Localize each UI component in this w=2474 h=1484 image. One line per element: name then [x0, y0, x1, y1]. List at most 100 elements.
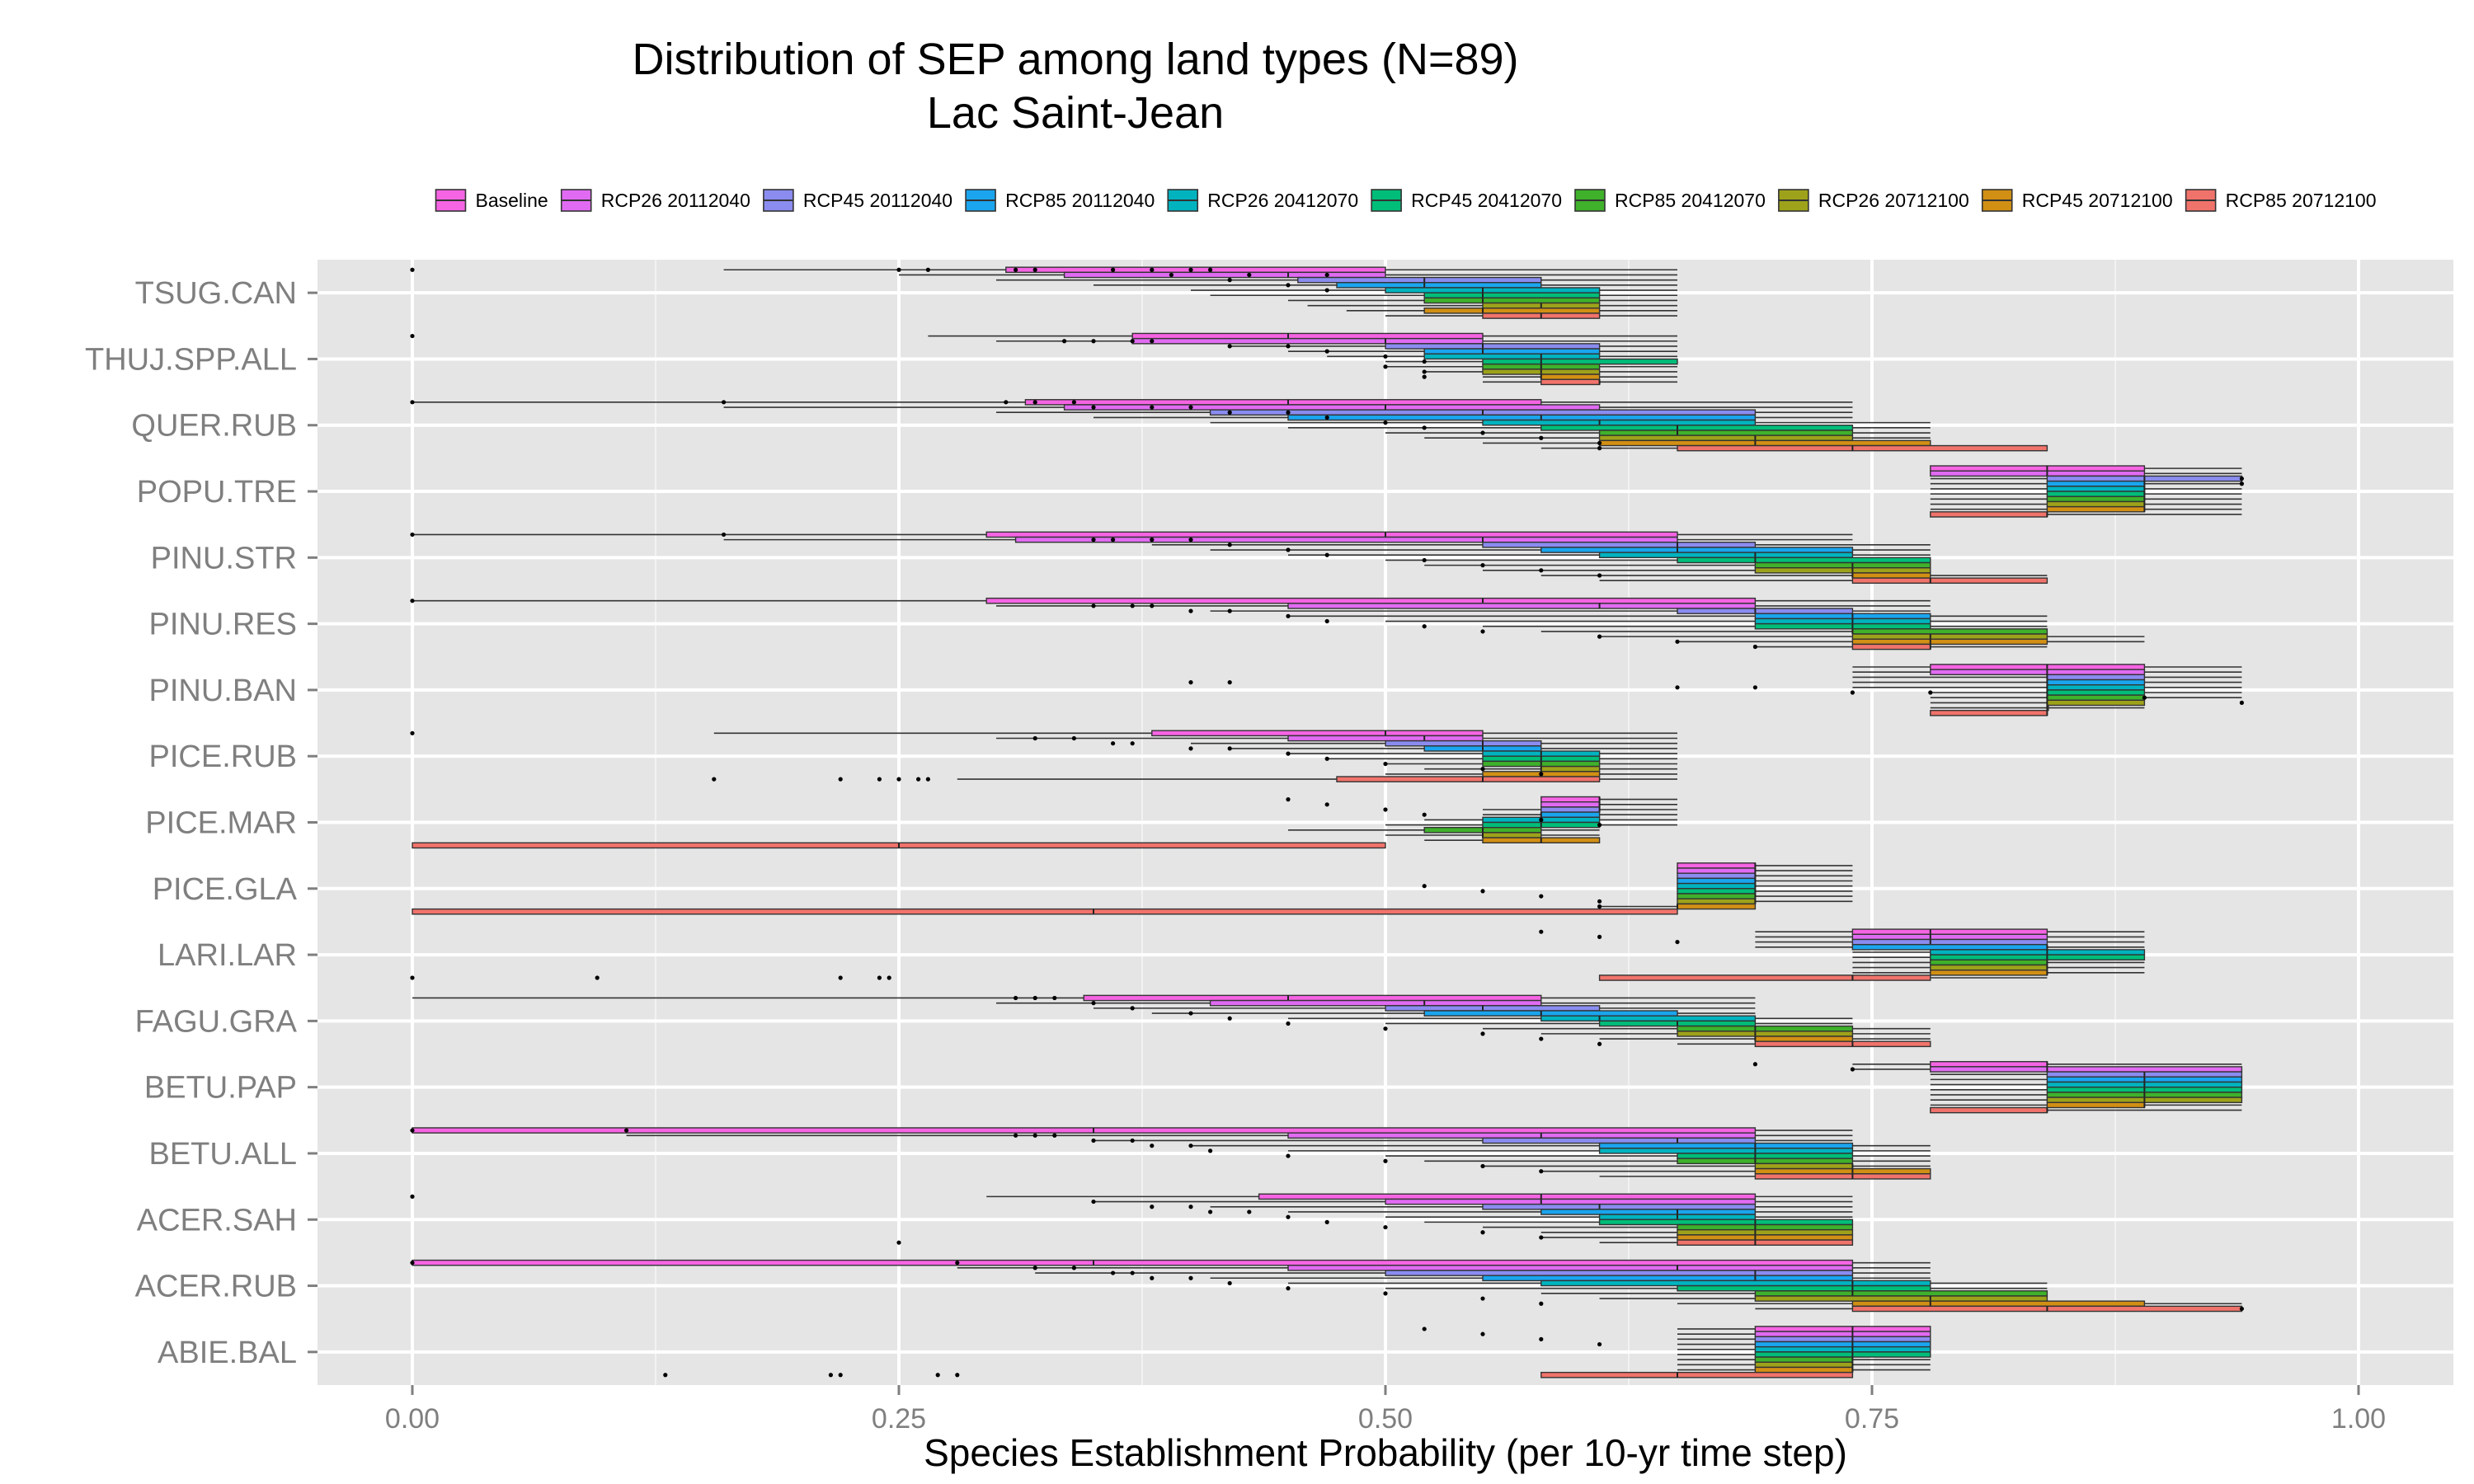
outlier-point	[1539, 568, 1544, 573]
category-group-pice-rub	[410, 730, 1677, 782]
outlier-point	[1071, 400, 1076, 405]
x-tick-label: 0.50	[1358, 1403, 1413, 1435]
outlier-point	[1062, 339, 1067, 344]
box-rcp26-20712100	[1482, 832, 1542, 838]
outlier-point	[1111, 538, 1116, 542]
category-group-pinu-ban	[1188, 664, 2244, 716]
box-baseline	[412, 1127, 1757, 1134]
box-rcp85-20712100	[1540, 1371, 1854, 1378]
box-rcp26-20112040	[1385, 1198, 1757, 1205]
category-group-pinu-res	[410, 597, 2145, 650]
box-rcp45-20112040	[1385, 343, 1601, 350]
y-tick-label: ACER.RUB	[135, 1270, 297, 1304]
outlier-point	[1286, 1153, 1291, 1158]
box-rcp26-20112040	[1851, 933, 2048, 941]
x-tick-label: 0.25	[872, 1403, 926, 1435]
outlier-point	[722, 400, 727, 405]
box-rcp85-20412070	[2046, 495, 2146, 503]
outlier-point	[1539, 1336, 1544, 1341]
outlier-point	[1014, 267, 1018, 272]
outlier-point	[1150, 405, 1155, 410]
legend-label: RCP45 20412070	[1411, 190, 1562, 211]
box-rcp26-20412070	[1385, 287, 1601, 294]
y-tick-label: POPU.TRE	[137, 475, 297, 510]
box-rcp26-20112040	[1287, 1132, 1757, 1139]
outlier-point	[1324, 552, 1329, 557]
outlier-point	[1752, 644, 1757, 650]
box-baseline	[985, 597, 1757, 604]
outlier-point	[1091, 339, 1096, 344]
outlier-point	[1071, 735, 1076, 741]
outlier-point	[1286, 344, 1291, 349]
chart-title: Distribution of SEP among land types (N=…	[632, 35, 1518, 84]
legend: Baseline RCP26 20112040 RCP45 20112040 RCP8…	[435, 189, 2377, 212]
y-tick-label: LARI.LAR	[158, 938, 297, 973]
x-axis-title: Species Establishment Probability (per 1…	[924, 1431, 1847, 1474]
box-rcp26-20712100	[2046, 500, 2146, 508]
outlier-point	[1850, 690, 1855, 695]
chart-marks	[410, 266, 2244, 1378]
box-rcp26-20712100	[1930, 964, 2048, 971]
box-baseline	[1083, 994, 1542, 1002]
outlier-point	[410, 333, 415, 339]
outlier-point	[1422, 425, 1427, 430]
box-rcp45-20712100	[1754, 1366, 1854, 1374]
box-rcp45-20412070	[1754, 622, 1931, 630]
box-rcp45-20412070	[1482, 358, 1678, 365]
box-rcp26-20712100	[1754, 1162, 1854, 1170]
box-rcp45-20112040	[1482, 1137, 1757, 1144]
box-rcp85-20712100	[1540, 378, 1601, 386]
x-tick-label: 1.00	[2331, 1403, 2386, 1435]
category-group-pinu-str	[410, 531, 2048, 585]
outlier-point	[1539, 772, 1544, 777]
outlier-point	[1286, 751, 1291, 756]
box-rcp45-20412070	[1677, 1284, 1931, 1292]
outlier-point	[1091, 538, 1096, 542]
outlier-point	[1752, 1062, 1757, 1067]
box-baseline	[412, 1259, 1854, 1266]
box-rcp85-20712100	[1336, 776, 1601, 782]
outlier-point	[955, 1373, 960, 1378]
x-axis: 0.00 0.25 0.50 0.75 1.00	[385, 1385, 2386, 1435]
y-tick-label: THUJ.SPP.ALL	[85, 342, 297, 377]
outlier-point	[1130, 339, 1135, 344]
outlier-point	[1286, 613, 1291, 618]
box-rcp45-20112040	[1754, 1336, 1931, 1343]
box-rcp85-20112040	[1540, 811, 1601, 818]
category-group-lari-lar	[410, 928, 2146, 981]
outlier-point	[2239, 1306, 2244, 1312]
legend-item-rcp45-20412070: RCP45 20412070	[1371, 189, 1562, 212]
box-rcp85-20712100	[1677, 444, 2048, 452]
y-tick-label: PICE.RUB	[149, 740, 297, 774]
box-rcp26-20412070	[1677, 882, 1757, 890]
box-rcp85-20112040	[1336, 282, 1542, 289]
outlier-point	[1188, 267, 1193, 272]
y-tick-label: PICE.MAR	[145, 806, 297, 841]
outlier-point	[1597, 634, 1602, 639]
box-rcp26-20412070	[2046, 486, 2146, 492]
outlier-point	[1208, 267, 1213, 272]
outlier-point	[1480, 1230, 1485, 1235]
outlier-point	[1188, 1275, 1193, 1280]
box-rcp85-20412070	[1754, 1356, 1854, 1363]
box-rcp45-20412070	[2046, 491, 2146, 497]
outlier-point	[410, 400, 415, 405]
outlier-point	[1227, 746, 1232, 751]
box-rcp26-20712100	[1598, 434, 1854, 442]
outlier-point	[887, 975, 891, 980]
y-tick-label: FAGU.GRA	[135, 1004, 298, 1039]
box-rcp45-20412070	[1423, 292, 1601, 299]
box-rcp26-20112040	[1209, 999, 1542, 1007]
outlier-point	[410, 730, 415, 735]
outlier-point	[1480, 1163, 1485, 1169]
outlier-point	[877, 975, 882, 980]
outlier-point	[1032, 1133, 1037, 1138]
outlier-point	[1324, 288, 1329, 293]
outlier-point	[1091, 405, 1096, 410]
x-tick-label: 0.75	[1845, 1403, 1899, 1435]
outlier-point	[1111, 741, 1116, 746]
outlier-point	[1286, 1214, 1291, 1219]
outlier-point	[1286, 410, 1291, 415]
box-baseline	[1131, 332, 1484, 340]
box-rcp45-20112040	[1385, 1005, 1601, 1012]
